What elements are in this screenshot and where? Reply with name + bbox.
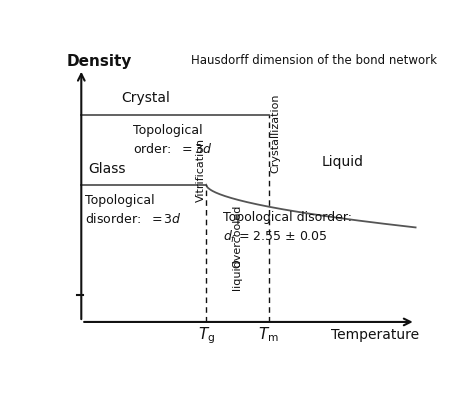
Text: $T_\mathsf{g}$: $T_\mathsf{g}$ <box>198 325 215 346</box>
Text: Crystal: Crystal <box>121 91 170 105</box>
Text: disorder:  $= 3d$: disorder: $= 3d$ <box>85 212 182 226</box>
Text: $d_f$ = 2.55 ± 0.05: $d_f$ = 2.55 ± 0.05 <box>223 229 328 245</box>
Text: Liquid: Liquid <box>322 156 364 169</box>
Text: Overcooled: Overcooled <box>232 205 242 268</box>
Text: $T_\mathsf{m}$: $T_\mathsf{m}$ <box>258 325 279 344</box>
Text: Hausdorff dimension of the bond network: Hausdorff dimension of the bond network <box>191 53 438 67</box>
Text: Topological: Topological <box>85 194 155 207</box>
Text: order:  $= 3d$: order: $= 3d$ <box>133 142 212 156</box>
Text: Topological disorder:: Topological disorder: <box>223 211 352 224</box>
Text: Vitrification: Vitrification <box>196 137 206 202</box>
Text: Glass: Glass <box>89 162 126 175</box>
Text: Temperature: Temperature <box>331 328 419 342</box>
Text: liquid: liquid <box>232 259 242 290</box>
Text: Crystallization: Crystallization <box>270 93 280 173</box>
Text: Density: Density <box>66 53 132 69</box>
Text: Topological: Topological <box>133 124 202 137</box>
